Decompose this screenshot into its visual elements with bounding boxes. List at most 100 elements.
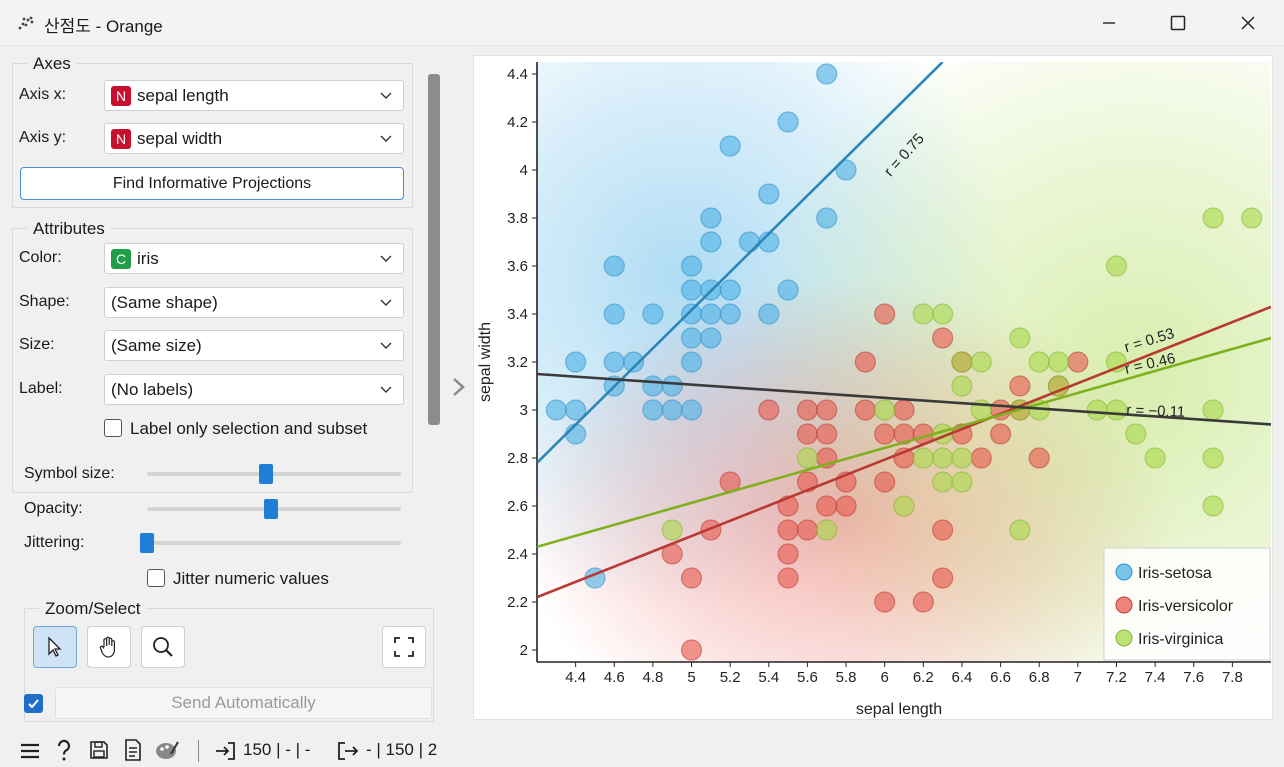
numeric-badge: N (111, 85, 131, 106)
chevron-down-icon (380, 135, 392, 142)
data-point (932, 327, 954, 349)
chevron-down-icon (380, 299, 392, 306)
minimize-button[interactable] (1086, 8, 1132, 38)
data-point (1028, 351, 1050, 373)
x-tick-label: 7.4 (1145, 669, 1166, 686)
regression-line (537, 305, 1271, 599)
shape-label: Shape: (19, 293, 70, 310)
data-point (816, 519, 838, 541)
symbol-size-slider[interactable] (147, 472, 401, 476)
scatter-plot-icon (18, 16, 34, 30)
legend-label: Iris-versicolor (1138, 598, 1234, 615)
regression-label: r = −0.11 (1126, 402, 1185, 421)
data-point (854, 351, 876, 373)
data-point (912, 303, 934, 325)
data-point (777, 543, 799, 565)
data-point (951, 471, 973, 493)
data-point (951, 375, 973, 397)
data-point (1086, 399, 1108, 421)
y-tick-label: 4.2 (507, 114, 528, 131)
data-point (816, 423, 838, 445)
data-point (719, 135, 741, 157)
data-point (777, 567, 799, 589)
label-only-selection-label: Label only selection and subset (130, 419, 368, 438)
plot-frame: 4.4 4.6 4.8 5 5.2 5.4 5.6 5.8 6 6.2 6.4 6.6 6.8 7 7.2 7… (473, 55, 1273, 720)
size-combo[interactable]: (Same size) (104, 330, 404, 361)
jitter-numeric-checkbox[interactable] (147, 569, 165, 587)
data-point (932, 303, 954, 325)
data-point (719, 303, 741, 325)
axis-x-combo[interactable]: N sepal length (104, 80, 404, 111)
x-tick-label: 4.8 (642, 669, 663, 686)
pan-tool-button[interactable] (87, 626, 131, 668)
axis-y-label: Axis y: (19, 129, 67, 146)
data-point (758, 183, 780, 205)
data-point (816, 63, 838, 85)
send-automatically-checkbox[interactable] (24, 694, 43, 713)
y-tick-label: 2.4 (507, 546, 528, 563)
find-informative-projections-button[interactable]: Find Informative Projections (20, 167, 404, 200)
color-value: iris (137, 248, 159, 268)
data-point (758, 303, 780, 325)
data-point (835, 159, 857, 181)
jittering-slider[interactable] (147, 541, 401, 545)
label-value: (No labels) (111, 379, 194, 399)
collapse-panel-icon[interactable] (450, 376, 468, 398)
data-point (661, 375, 683, 397)
data-point (680, 303, 703, 325)
data-point (661, 399, 683, 421)
x-tick-label: 4.6 (604, 669, 625, 686)
data-point (1202, 207, 1224, 229)
save-icon[interactable] (89, 740, 109, 760)
data-point (796, 519, 819, 541)
title-bar: 산점도 - Orange (0, 0, 1284, 46)
jittering-handle[interactable] (140, 533, 154, 553)
jitter-numeric-label: Jitter numeric values (173, 569, 329, 588)
help-icon[interactable] (55, 739, 73, 763)
data-point (932, 519, 954, 541)
symbol-size-label: Symbol size: (24, 465, 115, 482)
label-only-selection-checkbox[interactable] (104, 419, 122, 437)
maximize-button[interactable] (1155, 8, 1201, 38)
data-point (970, 447, 992, 469)
report-icon[interactable] (124, 739, 142, 761)
output-summary: - | 150 | 2 (366, 740, 438, 759)
color-label: Color: (19, 249, 62, 266)
data-point (700, 519, 722, 541)
shape-combo[interactable]: (Same shape) (104, 287, 404, 318)
zoom-tool-button[interactable] (141, 626, 185, 668)
menu-icon[interactable] (20, 742, 40, 760)
palette-icon[interactable] (155, 740, 179, 760)
label-combo[interactable]: (No labels) (104, 374, 404, 405)
send-automatically-button[interactable]: Send Automatically (55, 687, 432, 719)
jittering-label: Jittering: (24, 534, 85, 551)
data-point (719, 279, 741, 301)
data-point (680, 567, 703, 589)
opacity-handle[interactable] (264, 499, 279, 519)
y-tick-label: 2.8 (507, 450, 528, 467)
data-point (835, 495, 857, 517)
input-icon (216, 742, 235, 760)
data-point (854, 399, 876, 421)
scatter-plot[interactable]: 4.4 4.6 4.8 5 5.2 5.4 5.6 5.8 6 6.2 6.4 6.6 6.8 7 7.2 7… (474, 56, 1274, 721)
data-point (1241, 207, 1263, 229)
data-point (700, 231, 722, 253)
data-point (603, 351, 625, 373)
data-point (874, 423, 896, 445)
data-point (796, 447, 819, 469)
maximize-icon (1170, 15, 1186, 31)
reset-zoom-button[interactable] (382, 626, 426, 668)
color-combo[interactable]: C iris (104, 243, 404, 274)
panel-scrollbar[interactable] (428, 74, 440, 425)
y-tick-label: 2 (520, 642, 528, 659)
close-button[interactable] (1225, 8, 1271, 38)
axis-y-combo[interactable]: N sepal width (104, 123, 404, 154)
zoom-select-title: Zoom/Select (39, 599, 147, 619)
regression-line (537, 62, 944, 464)
x-tick-label: 5.4 (758, 669, 779, 686)
symbol-size-handle[interactable] (259, 464, 274, 484)
data-point (893, 399, 915, 421)
data-point (796, 399, 819, 421)
select-tool-button[interactable] (33, 626, 77, 668)
data-point (816, 207, 838, 229)
